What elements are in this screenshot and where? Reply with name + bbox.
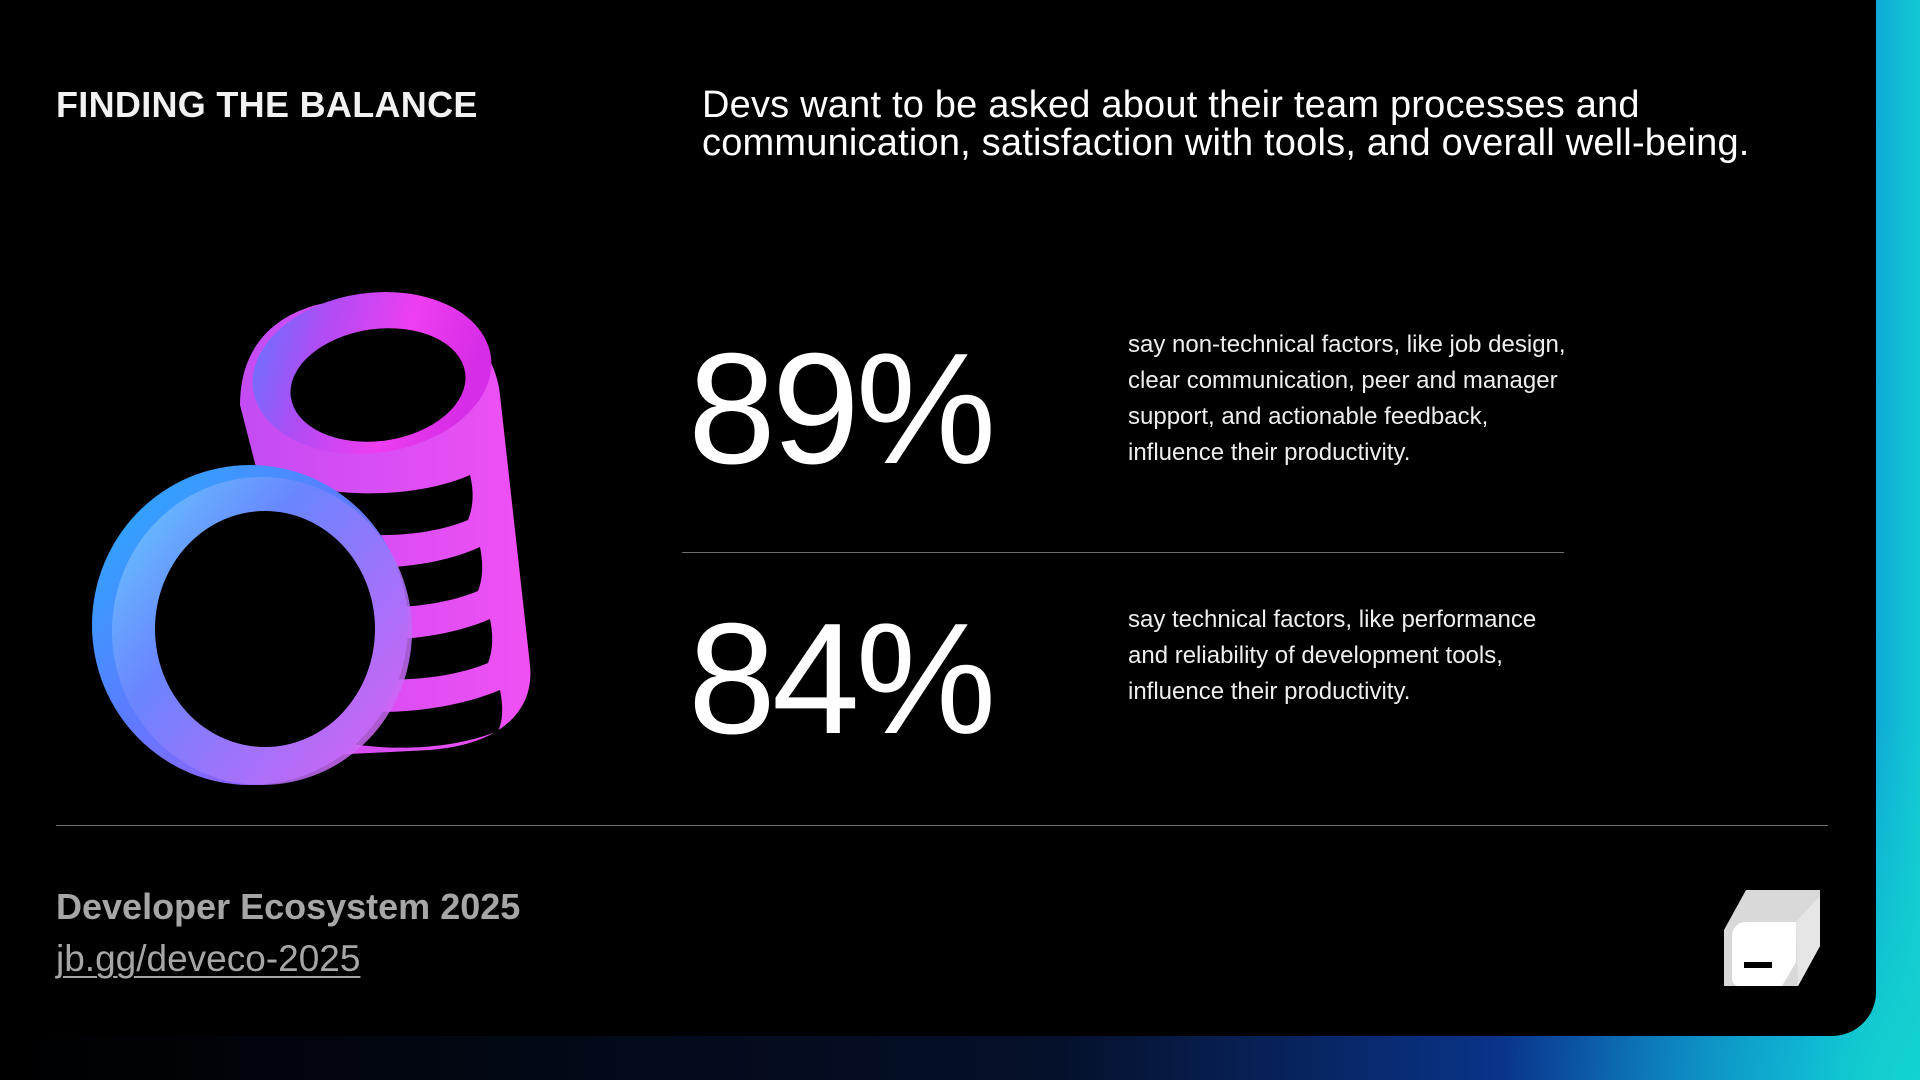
footer-title: Developer Ecosystem 2025 — [56, 886, 521, 927]
stat-value-technical: 84% — [688, 591, 996, 767]
stats-divider — [682, 552, 1564, 553]
slide-card: FINDING THE BALANCE Devs want to be aske… — [56, 84, 1842, 986]
footer-link[interactable]: jb.gg/deveco-2025 — [56, 938, 361, 979]
stat-description-technical: say technical factors, like performance … — [1128, 606, 1537, 705]
coin-stack-icon — [92, 292, 531, 785]
jetbrains-logo-icon — [1724, 890, 1820, 986]
headline-line-1: Devs want to be asked about their team p… — [702, 84, 1640, 126]
headline-line-2: communication, satisfaction with tools, … — [702, 122, 1750, 164]
headline: Devs want to be asked about their team p… — [702, 86, 1842, 162]
stat-value-non-technical: 89% — [688, 321, 996, 497]
stat-description-non-technical: say non-technical factors, like job desi… — [1128, 331, 1566, 466]
front-coin — [92, 465, 412, 785]
footer-divider — [56, 825, 1828, 826]
section-eyebrow: FINDING THE BALANCE — [56, 84, 478, 125]
